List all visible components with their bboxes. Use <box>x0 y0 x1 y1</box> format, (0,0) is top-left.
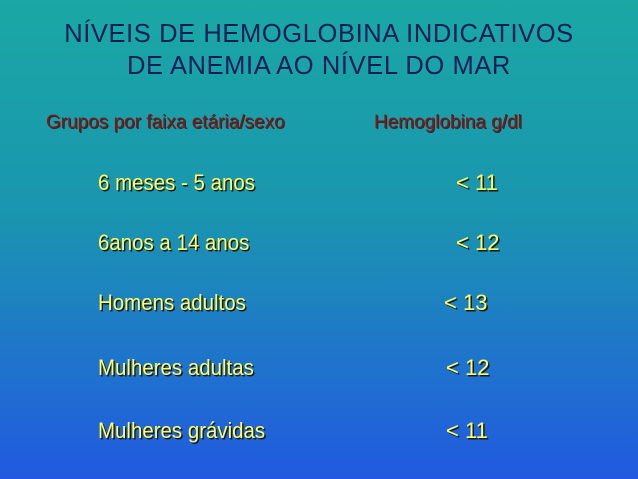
column-header-hemoglobin: Hemoglobina g/dl <box>374 112 522 133</box>
table-row: 6 meses - 5 anos < 11 <box>0 170 638 200</box>
slide-title-line-1: NÍVEIS DE HEMOGLOBINA INDICATIVOS <box>64 20 574 48</box>
row-group-label: Mulheres adultas <box>98 355 254 380</box>
row-group-label: Mulheres grávidas <box>98 418 266 443</box>
row-group-label: 6anos a 14 anos <box>98 230 250 255</box>
slide-title: NÍVEIS DE HEMOGLOBINA INDICATIVOS DE ANE… <box>0 18 638 82</box>
row-group-label: 6 meses - 5 anos <box>98 170 255 195</box>
table-row: Homens adultos < 13 <box>0 290 638 320</box>
column-header-group: Grupos por faixa etária/sexo <box>46 112 285 133</box>
row-group-label: Homens adultos <box>98 290 246 315</box>
row-hemoglobin-value: < 12 <box>456 230 500 255</box>
table-row: 6anos a 14 anos < 12 <box>0 230 638 260</box>
row-hemoglobin-value: < 12 <box>446 355 490 380</box>
table-row: Mulheres grávidas < 11 <box>0 418 638 448</box>
slide-title-line-2: DE ANEMIA AO NÍVEL DO MAR <box>127 52 511 80</box>
row-hemoglobin-value: < 13 <box>444 290 488 315</box>
table-row: Mulheres adultas < 12 <box>0 355 638 385</box>
row-hemoglobin-value: < 11 <box>456 170 498 195</box>
row-hemoglobin-value: < 11 <box>446 418 488 443</box>
